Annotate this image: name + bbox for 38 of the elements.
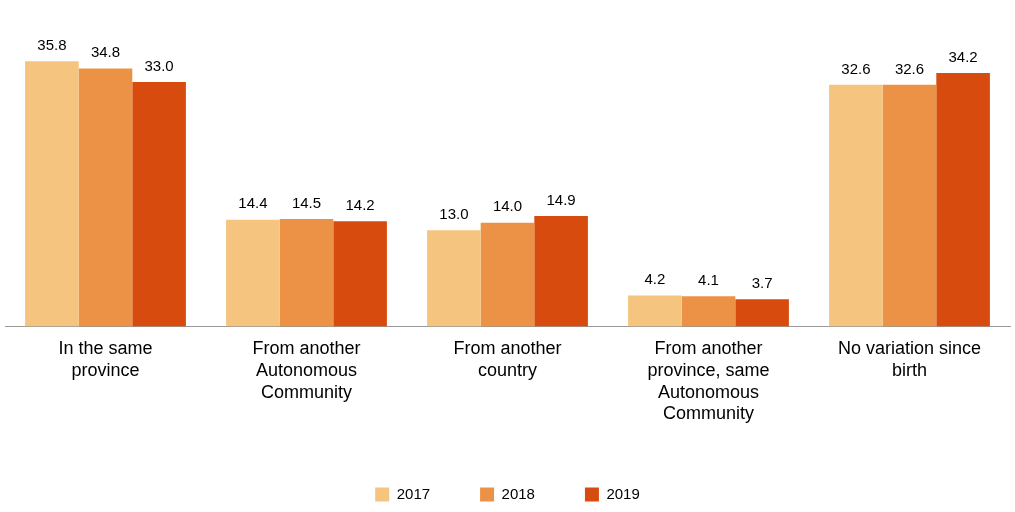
bar <box>735 299 789 327</box>
data-label: 14.2 <box>345 195 375 213</box>
legend-label: 2017 <box>396 484 431 502</box>
x-tick-label: From another province, same Autonomous Community <box>647 338 770 424</box>
bar <box>534 216 588 327</box>
x-tick-label: From another Autonomous Community <box>252 338 361 402</box>
bar <box>480 222 535 327</box>
data-label: 4.2 <box>644 270 666 288</box>
data-label: 13.0 <box>439 204 469 222</box>
data-label: 14.5 <box>291 193 322 211</box>
bar <box>25 61 79 327</box>
bar <box>681 296 736 327</box>
legend-label: 2018 <box>501 484 535 502</box>
bar <box>226 219 280 327</box>
data-label: 34.2 <box>948 47 978 65</box>
x-tick-label: No variation since birth <box>837 338 982 380</box>
bar <box>132 81 186 327</box>
x-tick-label: From another country <box>453 338 562 380</box>
x-tick-label: In the same province <box>58 338 153 380</box>
data-label: 14.0 <box>492 197 523 215</box>
data-label: 14.9 <box>546 190 576 208</box>
data-label: 32.6 <box>841 59 871 77</box>
bar <box>427 230 481 327</box>
legend-label: 2019 <box>606 484 640 502</box>
data-label: 14.4 <box>238 194 268 212</box>
bar <box>829 84 883 327</box>
data-label: 33.0 <box>144 56 174 74</box>
bar <box>279 219 334 327</box>
data-label: 34.8 <box>90 43 121 61</box>
data-label: 4.1 <box>698 270 719 288</box>
data-label: 35.8 <box>37 35 67 53</box>
bar <box>882 84 937 327</box>
bar <box>78 68 133 327</box>
data-label: 32.6 <box>894 59 925 77</box>
bar <box>628 295 682 327</box>
bar <box>333 221 387 327</box>
bar <box>936 73 990 327</box>
data-label: 3.7 <box>751 273 773 291</box>
